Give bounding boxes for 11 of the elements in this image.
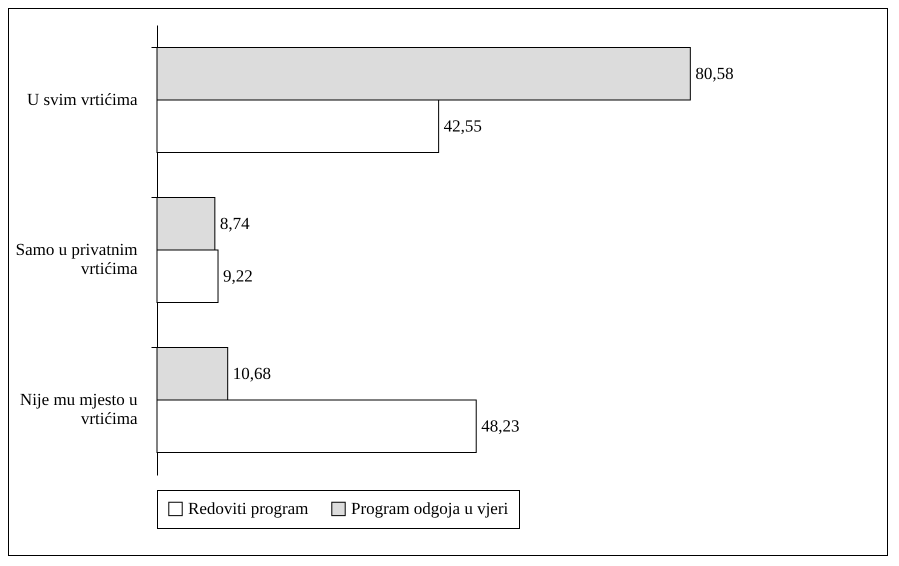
data-label: 8,74 <box>220 214 250 233</box>
y-tick-label: Nije mu mjesto u vrtićima <box>20 390 138 428</box>
legend-label: Program odgoja u vjeri <box>351 498 508 518</box>
data-label: 42,55 <box>444 116 482 136</box>
data-label: 9,22 <box>223 266 253 286</box>
y-tick-label: Samo u privatnim vrtićima <box>16 240 138 278</box>
data-label: 48,23 <box>481 416 520 436</box>
data-label: 10,68 <box>232 364 271 383</box>
legend-label: Redoviti program <box>188 498 308 518</box>
data-label: 80,58 <box>695 64 734 83</box>
y-tick-label: U svim vrtićima <box>27 90 138 109</box>
